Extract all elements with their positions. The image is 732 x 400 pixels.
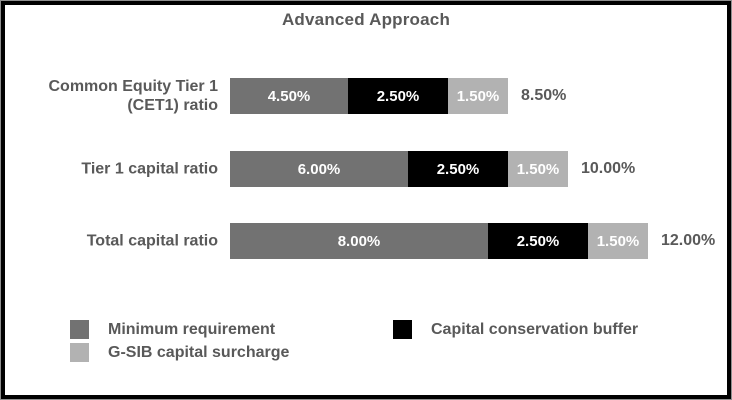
legend-label: G-SIB capital surcharge — [108, 343, 290, 361]
bar-segment-gsib: 1.50% — [508, 151, 568, 187]
legend-label: Minimum requirement — [108, 320, 276, 338]
legend-item-gsib: G-SIB capital surcharge — [70, 341, 289, 364]
legend-swatch-gsib — [70, 343, 89, 362]
segment-value-label: 4.50% — [267, 87, 311, 105]
bar-segment-buffer: 2.50% — [408, 151, 508, 187]
bar-row: Common Equity Tier 1 (CET1) ratio 4.50% 2.… — [5, 78, 727, 114]
stacked-bar: 6.00% 2.50% 1.50% 10.00% — [230, 151, 635, 187]
bar-segment-minimum: 6.00% — [230, 151, 408, 187]
segment-value-label: 1.50% — [456, 87, 500, 105]
legend-item-buffer: Capital conservation buffer — [393, 318, 638, 341]
legend-swatch-minimum — [70, 320, 89, 339]
legend-label: Capital conservation buffer — [431, 320, 639, 338]
legend-column: Capital conservation buffer — [393, 318, 638, 341]
segment-value-label: 2.50% — [516, 232, 560, 250]
segment-value-label: 1.50% — [596, 232, 640, 250]
stacked-bar: 8.00% 2.50% 1.50% 12.00% — [230, 223, 715, 259]
bar-segment-minimum: 8.00% — [230, 223, 488, 259]
total-value-label: 8.50% — [521, 87, 567, 104]
bar-row: Total capital ratio 8.00% 2.50% 1.50% 12.00% — [5, 223, 727, 259]
segment-value-label: 8.00% — [337, 232, 381, 250]
chart-title: Advanced Approach — [281, 10, 451, 29]
category-label: Common Equity Tier 1 (CET1) ratio — [48, 78, 218, 114]
total-value-label: 10.00% — [581, 160, 636, 177]
bar-segment-buffer: 2.50% — [488, 223, 588, 259]
segment-value-label: 6.00% — [297, 160, 341, 178]
bar-row: Tier 1 capital ratio 6.00% 2.50% 1.50% 10.00… — [5, 151, 727, 187]
bar-segment-minimum: 4.50% — [230, 78, 348, 114]
legend-column: Minimum requirement G-SIB capital surchar… — [70, 318, 289, 364]
total-value-label: 12.00% — [661, 232, 716, 249]
stacked-bar: 4.50% 2.50% 1.50% 8.50% — [230, 78, 566, 114]
bar-segment-buffer: 2.50% — [348, 78, 448, 114]
legend-swatch-buffer — [393, 320, 412, 339]
segment-value-label: 2.50% — [376, 87, 420, 105]
segment-value-label: 1.50% — [516, 160, 560, 178]
category-label: Total capital ratio — [86, 232, 218, 250]
bar-segment-gsib: 1.50% — [448, 78, 508, 114]
bar-segment-gsib: 1.50% — [588, 223, 648, 259]
category-label: Tier 1 capital ratio — [81, 160, 218, 178]
segment-value-label: 2.50% — [436, 160, 480, 178]
legend-item-minimum: Minimum requirement — [70, 318, 289, 341]
